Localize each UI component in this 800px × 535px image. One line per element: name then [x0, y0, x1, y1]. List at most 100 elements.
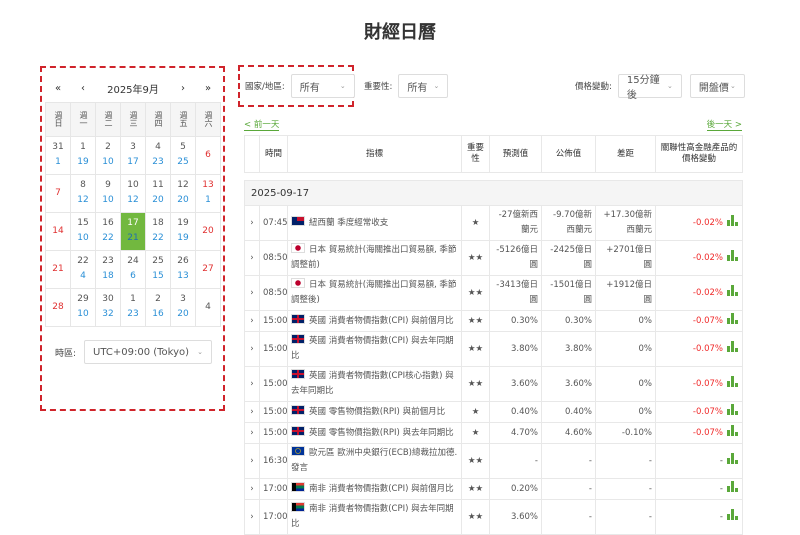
importance-stars: ★★	[461, 310, 490, 332]
calendar-day[interactable]: 29 10	[70, 287, 96, 327]
calendar-day[interactable]: 9 10	[95, 173, 121, 213]
actual-value: 3.80%	[541, 331, 596, 367]
bar-chart-icon[interactable]	[727, 509, 739, 520]
forecast-value: 3.80%	[489, 331, 542, 367]
calendar-day[interactable]: 4 23	[145, 135, 171, 175]
calendar-day[interactable]: 24 6	[120, 249, 146, 289]
country-select[interactable]: 所有 ⌄	[290, 74, 355, 98]
calendar-day[interactable]: 12 20	[170, 173, 196, 213]
calendar-day[interactable]: 30 32	[95, 287, 121, 327]
event-indicator: 南非 消費者物價指數(CPI) 與前個月比	[287, 478, 462, 500]
calendar-day[interactable]: 4	[195, 287, 221, 327]
calendar-day[interactable]: 5 25	[170, 135, 196, 175]
indicator-name: 英國 消費者物價指數(CPI) 與前個月比	[309, 315, 454, 326]
event-count: 19	[177, 233, 189, 243]
expand-chevron-icon[interactable]: ›	[244, 240, 260, 276]
bar-chart-icon[interactable]	[727, 250, 739, 261]
prev-month-button[interactable]: ‹	[81, 83, 85, 95]
calendar-day[interactable]: 25 15	[145, 249, 171, 289]
calendar-day[interactable]: 3 20	[170, 287, 196, 327]
event-row[interactable]: › 17:00 南非 消費者物價指數(CPI) 與去年同期比 ★★ 3.60% - - -	[244, 499, 743, 535]
bar-chart-icon[interactable]	[727, 376, 739, 387]
event-indicator: 英國 零售物價指數(RPI) 與去年同期比	[287, 422, 462, 444]
column-header: 差距	[595, 135, 656, 173]
calendar-day[interactable]: 15 10	[70, 211, 96, 251]
next-month-button[interactable]: ›	[181, 83, 185, 95]
calendar-day[interactable]: 28	[45, 287, 71, 327]
calendar-day[interactable]: 1 23	[120, 287, 146, 327]
expand-chevron-icon[interactable]: ›	[244, 422, 260, 444]
calendar-day[interactable]: 14	[45, 211, 71, 251]
bar-chart-icon[interactable]	[727, 285, 739, 296]
expand-chevron-icon[interactable]: ›	[244, 331, 260, 367]
event-row[interactable]: › 15:00 英國 消費者物價指數(CPI) 與去年同期比 ★★ 3.80% 3.80%…	[244, 331, 743, 367]
expand-chevron-icon[interactable]: ›	[244, 275, 260, 311]
prev-day-link[interactable]: < 前一天	[244, 120, 280, 131]
expand-chevron-icon[interactable]: ›	[244, 205, 260, 241]
event-row[interactable]: › 15:00 英國 消費者物價指數(CPI) 與前個月比 ★★ 0.30% 0.30% 0…	[244, 310, 743, 332]
expand-chevron-icon[interactable]: ›	[244, 401, 260, 423]
bar-chart-icon[interactable]	[727, 425, 739, 436]
event-row[interactable]: › 15:00 英國 零售物價指數(RPI) 與前個月比 ★ 0.40% 0.40% 0% -…	[244, 401, 743, 423]
calendar-day[interactable]: 31 1	[45, 135, 71, 175]
forecast-value: 4.70%	[489, 422, 542, 444]
bar-chart-icon[interactable]	[727, 341, 739, 352]
timezone-select[interactable]: UTC+09:00 (Tokyo) ⌄	[84, 340, 213, 364]
month-label[interactable]: 2025年9月	[107, 85, 159, 97]
calendar-day[interactable]: 18 22	[145, 211, 171, 251]
calendar-day[interactable]: 17 21	[120, 211, 146, 251]
calendar-day[interactable]: 26 13	[170, 249, 196, 289]
importance-stars: ★★	[461, 275, 490, 311]
bar-chart-icon[interactable]	[727, 313, 739, 324]
bar-chart-icon[interactable]	[727, 453, 739, 464]
event-count: 32	[102, 309, 114, 319]
importance-select[interactable]: 所有 ⌄	[398, 74, 449, 98]
event-row[interactable]: › 17:00 南非 消費者物價指數(CPI) 與前個月比 ★★ 0.20% - - -	[244, 478, 743, 500]
next-year-button[interactable]: »	[204, 83, 212, 95]
event-row[interactable]: › 08:50 日本 貿易統計(海關推出口貿易額, 季節調整後) ★★ -3413億日圓…	[244, 275, 743, 311]
calendar-day[interactable]: 11 20	[145, 173, 171, 213]
importance-stars: ★★	[461, 443, 490, 479]
event-row[interactable]: › 16:30 歐元區 歐洲中央銀行(ECB)總裁拉加德. 發言 ★★ - - - -	[244, 443, 743, 479]
expand-chevron-icon[interactable]: ›	[244, 499, 260, 535]
calendar-day[interactable]: 27	[195, 249, 221, 289]
calendar-day[interactable]: 10 12	[120, 173, 146, 213]
event-row[interactable]: › 07:45 紐西蘭 季度經常收支 ★ -27億新西蘭元 -9.70億新西蘭元 +17.3…	[244, 205, 743, 241]
price-change-cell: -0.07%	[655, 310, 743, 332]
calendar-day[interactable]: 7	[45, 173, 71, 213]
calendar-day[interactable]: 1 19	[70, 135, 96, 175]
calendar-day[interactable]: 2 10	[95, 135, 121, 175]
expand-chevron-icon[interactable]: ›	[244, 443, 260, 479]
event-row[interactable]: › 15:00 英國 消費者物價指數(CPI核心指數) 與去年同期比 ★★ 3.60% 3…	[244, 366, 743, 402]
price-change-value: -	[719, 512, 723, 522]
next-day-link[interactable]: 後一天 >	[706, 120, 742, 131]
expand-chevron-icon[interactable]: ›	[244, 478, 260, 500]
day-number: 3	[130, 142, 136, 152]
calendar-day[interactable]: 21	[45, 249, 71, 289]
calendar-day[interactable]: 13 1	[195, 173, 221, 213]
bar-chart-icon[interactable]	[727, 481, 739, 492]
calendar-day[interactable]: 16 22	[95, 211, 121, 251]
price-type-select[interactable]: 開盤價 ⌄	[689, 74, 745, 98]
expand-chevron-icon[interactable]: ›	[244, 310, 260, 332]
event-row[interactable]: › 15:00 英國 零售物價指數(RPI) 與去年同期比 ★ 4.70% 4.60% -0…	[244, 422, 743, 444]
calendar-day[interactable]: 20	[195, 211, 221, 251]
event-count: 20	[152, 195, 164, 205]
event-row[interactable]: › 08:50 日本 貿易統計(海關推出口貿易額, 季節調整前) ★★ -5126億日圓…	[244, 240, 743, 276]
day-number: 23	[102, 256, 114, 266]
bar-chart-icon[interactable]	[727, 215, 739, 226]
expand-chevron-icon[interactable]: ›	[244, 366, 260, 402]
prev-year-button[interactable]: «	[54, 83, 62, 95]
price-time-select[interactable]: 15分鐘後 ⌄	[617, 74, 682, 101]
calendar-day[interactable]: 19 19	[170, 211, 196, 251]
calendar-day[interactable]: 23 18	[95, 249, 121, 289]
bar-chart-icon[interactable]	[727, 404, 739, 415]
calendar-day[interactable]: 22 4	[70, 249, 96, 289]
day-number: 2	[155, 294, 161, 304]
calendar-day[interactable]: 8 12	[70, 173, 96, 213]
calendar-day[interactable]: 2 16	[145, 287, 171, 327]
calendar-day[interactable]: 3 17	[120, 135, 146, 175]
actual-value: -1501億日圓	[541, 275, 596, 311]
calendar-day[interactable]: 6	[195, 135, 221, 175]
day-number: 1	[80, 142, 86, 152]
